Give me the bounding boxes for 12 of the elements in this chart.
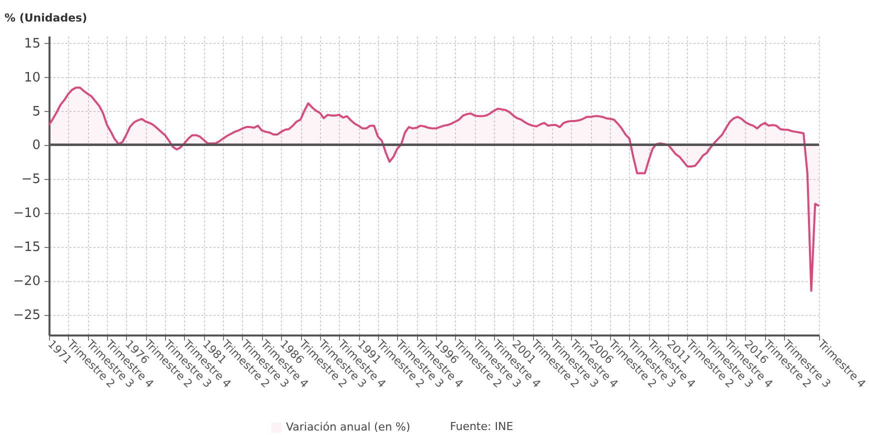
y-tick-label: 15 <box>24 36 40 52</box>
y-tick-label: −15 <box>13 240 40 256</box>
y-tick-label: −20 <box>13 274 40 290</box>
y-tick-label: 5 <box>32 104 40 120</box>
y-tick-label: 10 <box>24 70 40 86</box>
y-tick-label: −25 <box>13 308 40 324</box>
source-note: Fuente: INE <box>450 420 514 433</box>
y-tick-label: −5 <box>21 172 40 188</box>
y-tick-label: 0 <box>32 138 40 154</box>
y-tick-label: −10 <box>13 206 40 222</box>
y-axis-title: % (Unidades) <box>4 12 88 24</box>
legend-label: Variación anual (en %) <box>286 420 410 434</box>
